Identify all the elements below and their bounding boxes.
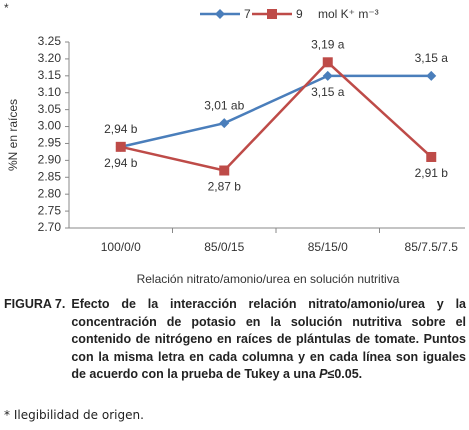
x-tick-label: 85/0/15 xyxy=(204,240,244,254)
caption-text: Efecto de la interacción relación nitrat… xyxy=(71,297,466,381)
legend-marker xyxy=(215,9,225,19)
x-tick-label: 85/7.5/7.5 xyxy=(405,240,459,254)
x-tick-label: 100/0/0 xyxy=(101,240,141,254)
legend-label: 7 xyxy=(244,7,251,21)
chart: * %N en raíces Relación nitrato/amonio/u… xyxy=(4,1,465,286)
x-tick-label: 85/15/0 xyxy=(308,240,348,254)
data-label: 2,94 b xyxy=(104,122,138,136)
data-label: 2,94 b xyxy=(104,156,138,170)
point xyxy=(322,57,333,68)
caption-italic: P xyxy=(319,367,328,381)
point xyxy=(322,70,333,81)
x-axis-label: Relación nitrato/amonio/urea en solución… xyxy=(137,272,400,286)
y-tick-label: 2.70 xyxy=(38,220,62,234)
legend-marker xyxy=(267,9,277,19)
caption-body: Efecto de la interacción relación nitrat… xyxy=(71,296,466,384)
series-line xyxy=(120,74,432,149)
legend-title: mol K⁺ m⁻³ xyxy=(318,7,379,21)
point xyxy=(426,70,437,81)
footnote: * Ilegibilidad de origen. xyxy=(4,408,144,422)
y-tick-label: 2.80 xyxy=(38,186,62,200)
point xyxy=(426,151,437,162)
y-tick-label: 2.95 xyxy=(38,136,62,150)
point xyxy=(219,165,230,176)
series-line xyxy=(120,60,433,172)
data-label: 3,15 a xyxy=(415,51,449,65)
y-tick-label: 3.10 xyxy=(38,85,62,99)
y-tick-label: 3.05 xyxy=(38,102,62,116)
y-tick-label: 3.25 xyxy=(38,34,62,48)
y-tick-label: 3.20 xyxy=(38,51,62,65)
data-label: 3,15 a xyxy=(311,85,345,99)
y-tick-label: 2.85 xyxy=(38,169,62,183)
note-mark: * xyxy=(4,1,9,15)
data-label: 2,91 b xyxy=(415,166,449,180)
y-tick-label: 3.15 xyxy=(38,68,62,82)
y-tick-label: 2.75 xyxy=(38,203,62,217)
legend-label: 9 xyxy=(296,7,303,21)
data-label: 3,19 a xyxy=(311,37,345,51)
data-label: 3,01 ab xyxy=(204,98,244,112)
point xyxy=(115,141,126,152)
y-axis-label: %N en raíces xyxy=(6,99,20,171)
point xyxy=(219,118,230,129)
data-label: 2,87 b xyxy=(208,180,242,194)
y-tick-label: 2.90 xyxy=(38,153,62,167)
caption-tail: ≤0.05. xyxy=(327,367,363,381)
caption-label: FIGURA 7. xyxy=(4,297,66,311)
y-tick-label: 3.00 xyxy=(38,119,62,133)
caption: FIGURA 7. Efecto de la interacción relac… xyxy=(4,296,466,384)
